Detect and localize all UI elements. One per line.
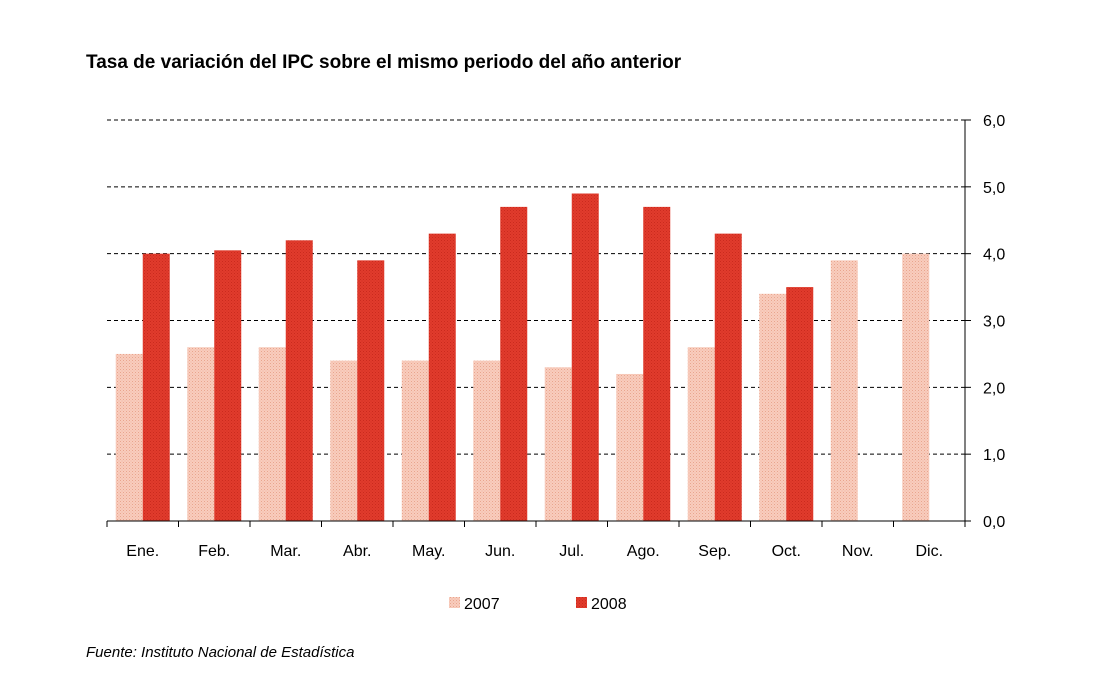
bar-2008-4 <box>428 233 456 521</box>
axes <box>106 119 971 527</box>
bar-2007-3 <box>330 360 358 521</box>
bar-2007-4 <box>401 360 429 521</box>
chart-title: Tasa de variación del IPC sobre el mismo… <box>86 52 682 73</box>
bars <box>115 193 930 522</box>
y-tick-label: 2,0 <box>983 380 1005 397</box>
bar-2008-0 <box>142 253 170 521</box>
x-tick-label: Mar. <box>270 543 301 560</box>
x-tick-label: Ago. <box>627 543 660 560</box>
legend-swatch-2008 <box>576 597 587 608</box>
bar-2007-9 <box>759 293 787 521</box>
x-tick-label: Feb. <box>198 543 230 560</box>
bar-2007-11 <box>902 253 930 521</box>
bar-2008-6 <box>571 193 599 521</box>
x-tick-label: Nov. <box>842 543 874 560</box>
bar-2008-2 <box>285 240 313 522</box>
y-tick-label: 6,0 <box>983 113 1005 130</box>
bar-2008-8 <box>714 233 742 521</box>
legend-label-2008: 2008 <box>591 596 627 613</box>
x-tick-label: Jul. <box>559 543 584 560</box>
y-tick-label: 4,0 <box>983 247 1005 264</box>
y-tick-label: 3,0 <box>983 314 1005 331</box>
bar-2007-0 <box>115 353 143 521</box>
legend-label-2007: 2007 <box>464 596 500 613</box>
bar-2007-7 <box>616 373 644 521</box>
x-tick-labels: Ene. Feb. Mar. Abr. May. Jun. Jul. Ago. Sep. Oct.… <box>126 543 943 560</box>
x-tick-label: Sep. <box>698 543 731 560</box>
bar-2008-7 <box>643 206 671 521</box>
x-tick-label: Dic. <box>915 543 943 560</box>
bar-2007-6 <box>544 367 572 521</box>
y-tick-label: 1,0 <box>983 447 1005 464</box>
y-tick-label: 5,0 <box>983 180 1005 197</box>
legend-swatch-2007 <box>449 597 460 608</box>
bar-2007-5 <box>473 360 501 521</box>
x-tick-label: Abr. <box>343 543 371 560</box>
bar-2008-9 <box>786 287 814 521</box>
y-tick-label: 0,0 <box>983 514 1005 531</box>
bar-2008-3 <box>357 260 385 521</box>
x-tick-label: Ene. <box>126 543 159 560</box>
source-note: Fuente: Instituto Nacional de Estadístic… <box>86 644 355 661</box>
bar-2008-1 <box>214 250 242 521</box>
bar-2007-8 <box>687 347 715 521</box>
bar-2007-1 <box>187 347 215 521</box>
legend: 2007 2008 <box>449 596 627 613</box>
x-tick-label: Oct. <box>772 543 801 560</box>
x-tick-label: Jun. <box>485 543 515 560</box>
bar-2008-5 <box>500 206 528 521</box>
y-tick-labels: 0,0 1,0 2,0 3,0 4,0 5,0 6,0 <box>983 113 1005 531</box>
bar-2007-10 <box>830 260 858 521</box>
bar-2007-2 <box>258 347 286 521</box>
gridlines <box>107 119 965 455</box>
x-tick-label: May. <box>412 543 445 560</box>
